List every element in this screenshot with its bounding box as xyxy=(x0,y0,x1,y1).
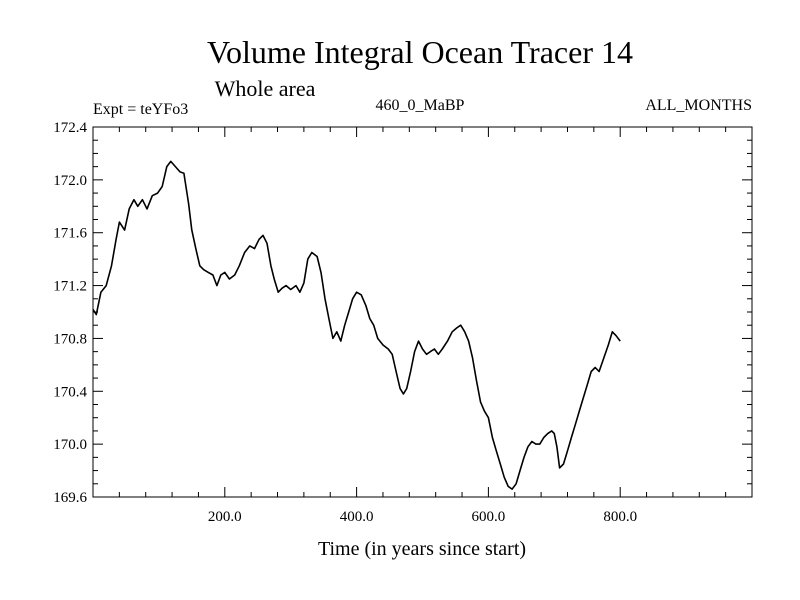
x-tick-label: 400.0 xyxy=(340,509,374,525)
x-axis-label: Time (in years since start) xyxy=(318,538,526,560)
x-tick-label: 600.0 xyxy=(472,509,506,525)
y-tick-label: 171.2 xyxy=(53,279,87,295)
y-tick-label: 172.4 xyxy=(53,120,87,136)
period-label: 460_0_MaBP xyxy=(376,97,465,114)
chart-title: Volume Integral Ocean Tracer 14 xyxy=(207,34,633,70)
x-tick-label: 800.0 xyxy=(603,509,637,525)
x-axis: 200.0 400.0 600.0 800.0 xyxy=(118,127,727,525)
y-tick-label: 170.8 xyxy=(53,331,87,347)
chart-subtitle: Whole area xyxy=(215,76,316,101)
y-tick-label: 170.0 xyxy=(53,437,87,453)
series-line xyxy=(92,160,621,490)
y-tick-label: 169.6 xyxy=(53,490,87,506)
y-tick-label: 171.6 xyxy=(53,226,87,242)
experiment-label: Expt = teYFo3 xyxy=(93,101,188,118)
y-tick-label: 170.4 xyxy=(53,384,87,400)
months-label: ALL_MONTHS xyxy=(645,97,752,114)
y-axis: 169.6 170.0 170.4 170.8 171.2 171.6 172.0 172.4 xyxy=(53,120,752,506)
series-layer xyxy=(92,160,621,490)
plot-frame xyxy=(92,126,753,498)
y-tick-label: 172.0 xyxy=(53,173,87,189)
x-tick-label: 200.0 xyxy=(208,509,242,525)
